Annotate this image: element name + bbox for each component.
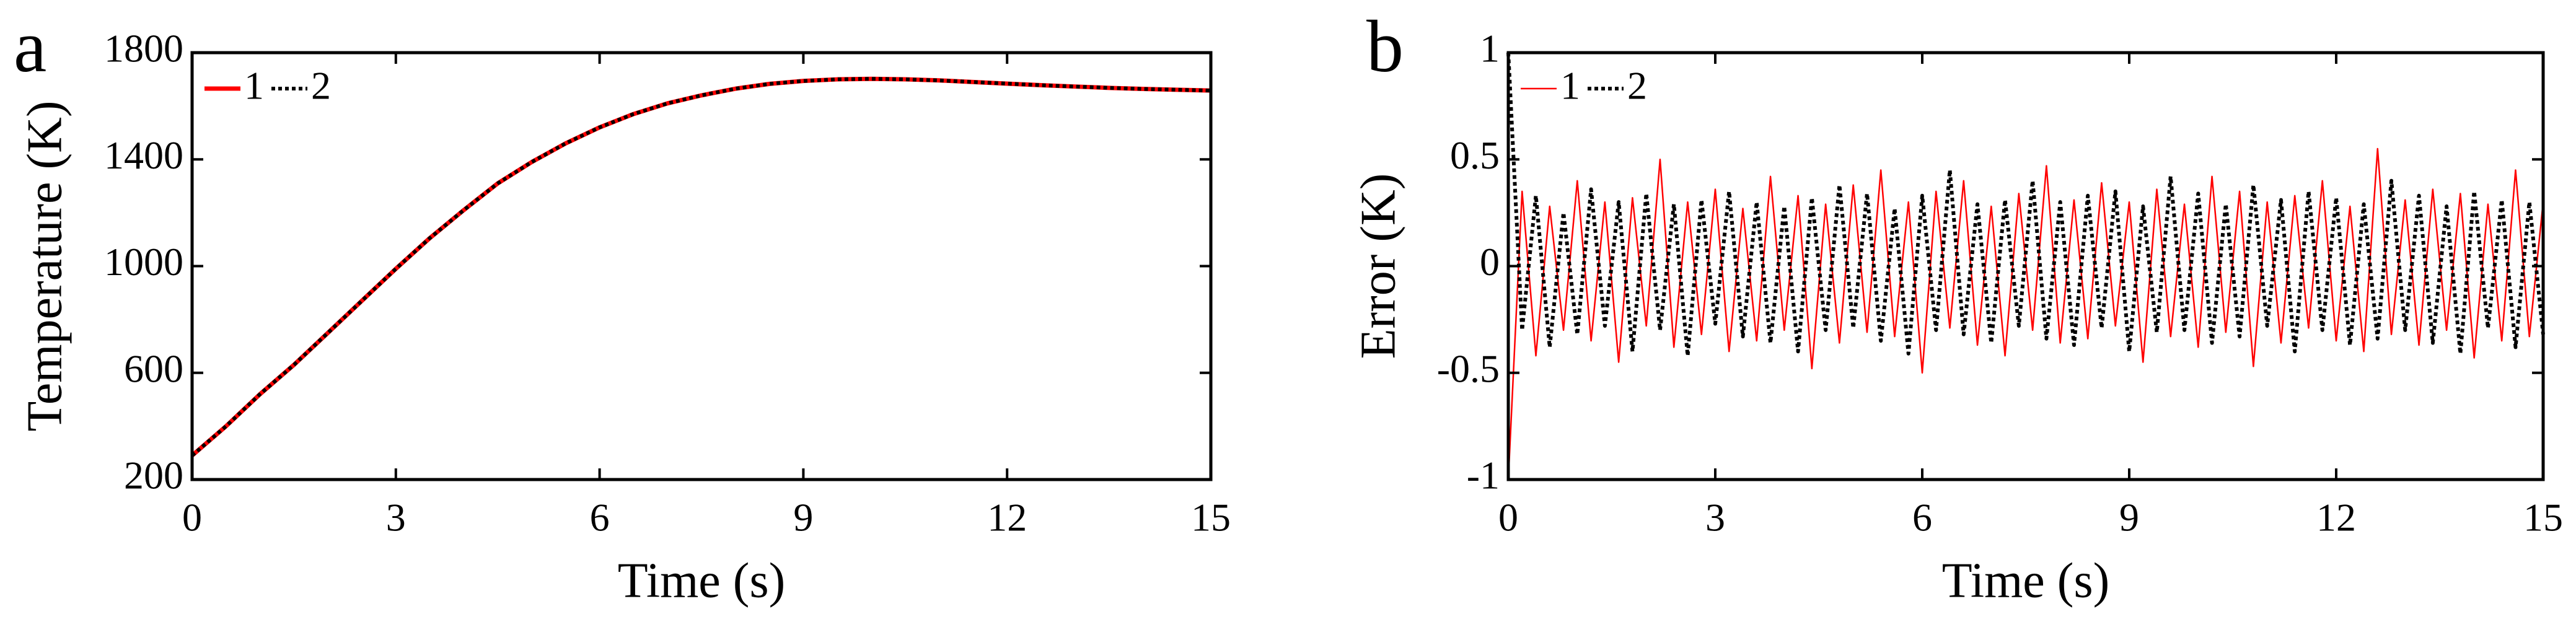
panel-label: a [14, 5, 46, 87]
y-tick-label: 1400 [104, 133, 183, 177]
x-tick-label: 6 [1912, 496, 1932, 540]
x-axis-label: Time (s) [1942, 553, 2109, 608]
y-tick-label: 600 [124, 346, 183, 390]
y-tick-label: 1000 [104, 240, 183, 284]
y-tick-label: 0.5 [1450, 133, 1500, 177]
x-axis-label: Time (s) [618, 553, 785, 608]
series-line [1506, 52, 2545, 358]
series-line [191, 77, 1211, 457]
x-tick-label: 0 [182, 496, 202, 540]
series-line [1507, 147, 2544, 480]
x-tick-label: 15 [1191, 496, 1231, 540]
y-tick-label: 1800 [104, 27, 183, 71]
x-tick-label: 3 [1705, 496, 1725, 540]
y-tick-label: -0.5 [1437, 346, 1500, 390]
y-tick-label: 0 [1480, 240, 1500, 284]
legend-label: 2 [311, 64, 331, 108]
y-axis-label: Temperature (K) [17, 100, 72, 431]
y-axis-label: Error (K) [1351, 173, 1405, 359]
x-tick-label: 12 [2316, 496, 2356, 540]
x-tick-label: 3 [386, 496, 406, 540]
legend-label: 1 [244, 64, 264, 108]
x-tick-label: 15 [2523, 496, 2563, 540]
x-tick-label: 6 [590, 496, 610, 540]
x-tick-label: 0 [1498, 496, 1518, 540]
y-tick-label: -1 [1467, 454, 1500, 498]
series-line [190, 76, 1211, 457]
panel-label: b [1366, 5, 1404, 87]
legend-label: 1 [1560, 64, 1580, 108]
legend-label: 2 [1627, 64, 1647, 108]
y-tick-label: 1 [1480, 27, 1500, 71]
plot-frame [190, 51, 1213, 481]
y-tick-label: 200 [124, 454, 183, 498]
x-tick-label: 9 [793, 496, 813, 540]
x-tick-label: 9 [2119, 496, 2139, 540]
x-tick-label: 12 [987, 496, 1027, 540]
